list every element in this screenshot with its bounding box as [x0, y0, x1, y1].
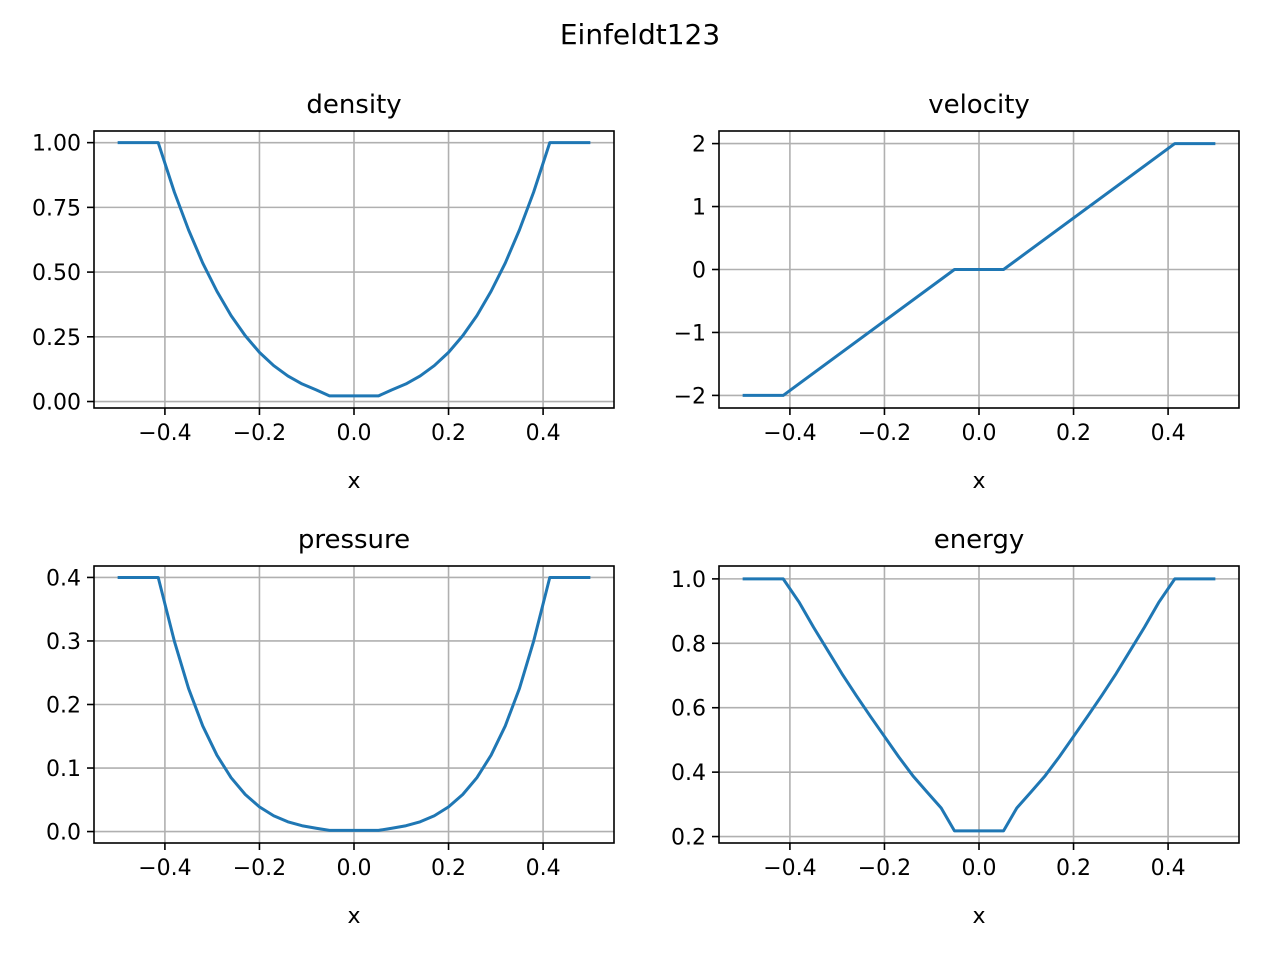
pressure-xtick-label: −0.2 — [233, 856, 286, 881]
pressure-xlabel: x — [347, 904, 360, 929]
energy-xtick-label: −0.2 — [858, 856, 911, 881]
figure-suptitle: Einfeldt123 — [560, 18, 720, 51]
velocity-title: velocity — [928, 90, 1030, 120]
energy-ytick-label: 0.8 — [671, 632, 706, 657]
velocity-xtick-label: −0.4 — [763, 421, 816, 446]
velocity-xtick-label: 0.0 — [962, 421, 997, 446]
energy-xtick-label: 0.4 — [1151, 856, 1186, 881]
energy-title: energy — [934, 525, 1025, 555]
velocity-xtick-label: 0.2 — [1056, 421, 1091, 446]
energy-ytick-label: 0.6 — [671, 697, 706, 722]
density-ytick-label: 0.00 — [32, 391, 81, 416]
pressure-xtick-label: 0.2 — [431, 856, 466, 881]
pressure-xtick-label: 0.4 — [526, 856, 561, 881]
energy-xtick-label: 0.0 — [962, 856, 997, 881]
velocity-series-line — [742, 142, 1216, 397]
energy-xlabel: x — [972, 904, 985, 929]
subplot-energy: −0.4 −0.2 0.0 0.2 0.4 0.2 0.4 0.6 0.8 1.0 energy x — [671, 525, 1240, 929]
density-xtick-label: 0.4 — [526, 421, 561, 446]
pressure-ytick-label: 0.2 — [46, 694, 81, 719]
energy-ytick-label: 0.2 — [671, 826, 706, 851]
velocity-ytick-label: 2 — [692, 133, 706, 158]
density-series-line — [117, 141, 591, 398]
density-ytick-label: 0.50 — [32, 261, 81, 286]
density-ytick-label: 0.75 — [32, 196, 81, 221]
pressure-ytick-label: 0.3 — [46, 630, 81, 655]
pressure-ytick-label: 0.0 — [46, 821, 81, 846]
velocity-ytick-label: −2 — [674, 384, 706, 409]
energy-ytick-label: 0.4 — [671, 761, 706, 786]
subplots-grid: −0.4 −0.2 0.0 0.2 0.40.000.250.500.751.00den… — [32, 90, 1240, 929]
density-title: density — [306, 90, 401, 120]
pressure-ytick-label: 0.1 — [46, 757, 81, 782]
velocity-ytick-label: 0 — [692, 259, 706, 284]
energy-series-line — [742, 577, 1216, 833]
subplot-velocity: −0.4 −0.2 0.0 0.2 0.4 −2 −1 0 1 2 velocity x — [674, 90, 1240, 494]
density-xtick-label: −0.2 — [233, 421, 286, 446]
velocity-ytick-label: −1 — [674, 321, 706, 346]
energy-xtick-label: 0.2 — [1056, 856, 1091, 881]
density-xtick-label: −0.4 — [138, 421, 191, 446]
velocity-ytick-label: 1 — [692, 196, 706, 221]
density-xlabel: x — [347, 469, 360, 494]
pressure-title: pressure — [298, 525, 410, 555]
energy-xtick-label: −0.4 — [763, 856, 816, 881]
density-xtick-label: 0.0 — [337, 421, 372, 446]
subplot-density: −0.4 −0.2 0.0 0.2 0.4 0.00 0.25 0.50 0.75 1.00 den… — [32, 90, 615, 494]
energy-ytick-label: 1.0 — [671, 568, 706, 593]
pressure-xtick-label: 0.0 — [337, 856, 372, 881]
pressure-ytick-label: 0.4 — [46, 566, 81, 591]
density-ytick-label: 1.00 — [32, 132, 81, 157]
velocity-xtick-label: −0.2 — [858, 421, 911, 446]
velocity-xlabel: x — [972, 469, 985, 494]
density-xtick-label: 0.2 — [431, 421, 466, 446]
density-ytick-label: 0.25 — [32, 326, 81, 351]
pressure-xtick-label: −0.4 — [138, 856, 191, 881]
subplot-pressure: −0.4 −0.2 0.0 0.2 0.4 0.0 0.1 0.2 0.3 0.4 pressure… — [46, 525, 615, 929]
velocity-xtick-label: 0.4 — [1151, 421, 1186, 446]
pressure-series-line — [117, 575, 591, 832]
